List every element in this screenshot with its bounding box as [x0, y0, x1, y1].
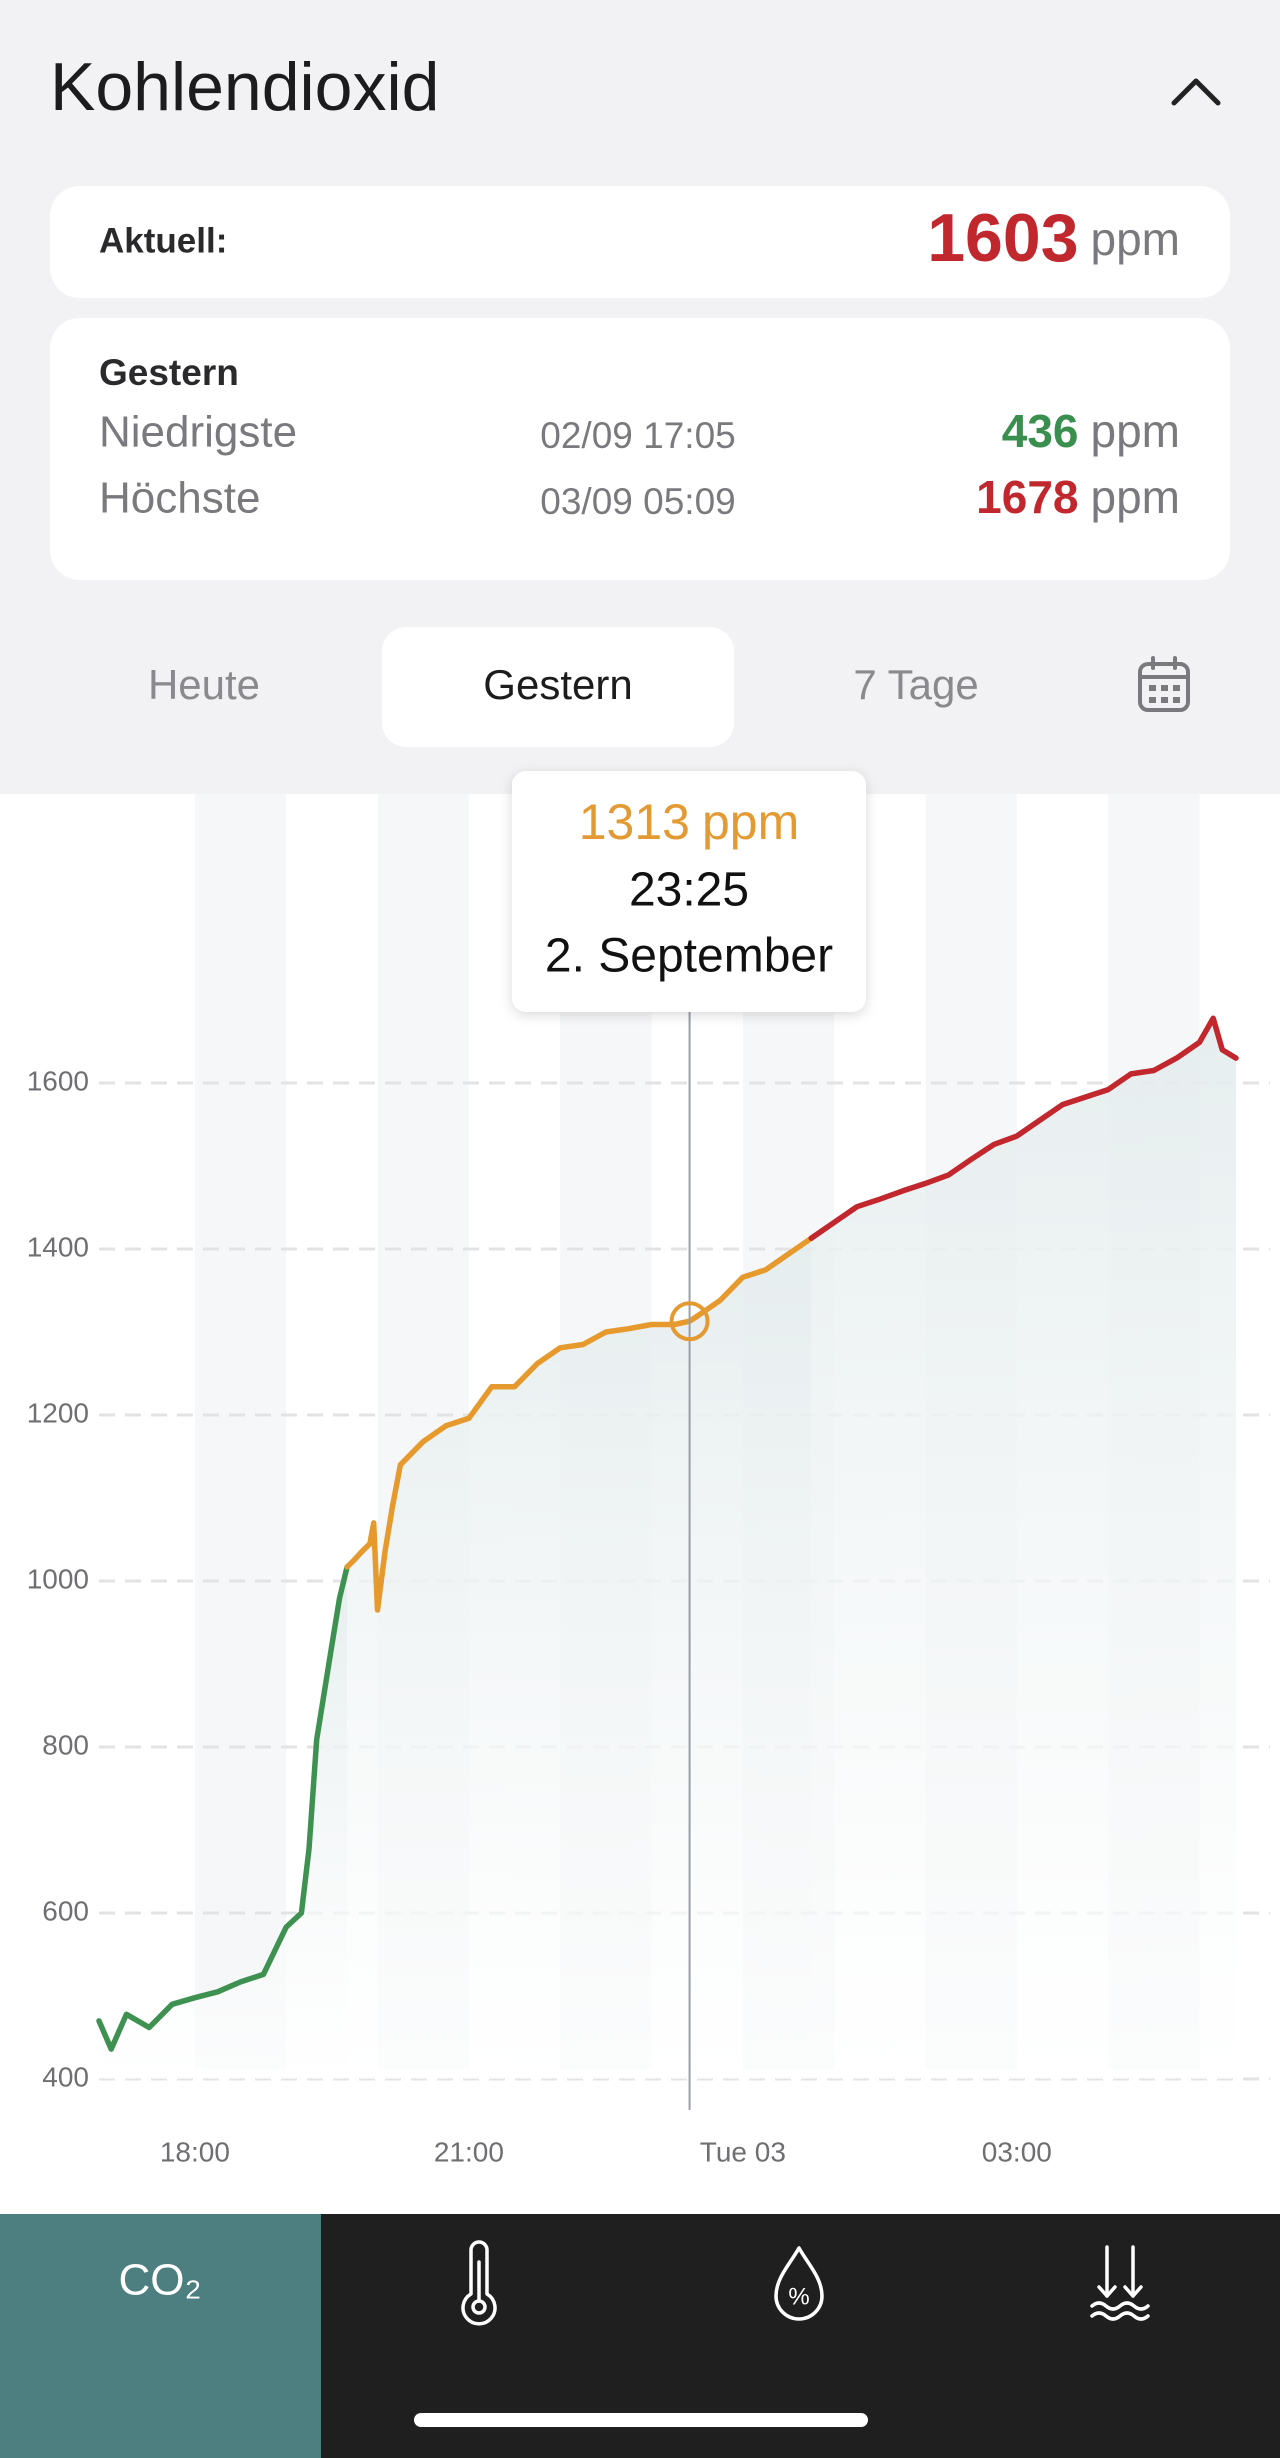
row-reading: 1678 ppm: [976, 471, 1180, 523]
collapse-chevron[interactable]: [1171, 78, 1221, 106]
tab[interactable]: 7 Tage: [853, 661, 978, 708]
nav-temperature[interactable]: [461, 2240, 497, 2326]
y-tick-label: 1000: [27, 1563, 89, 1594]
nav-co2-label: CO₂: [118, 2256, 201, 2305]
hour-band: [194, 794, 287, 2069]
tooltip-time: 23:25: [629, 864, 749, 917]
x-tick-label: Tue 03: [700, 2136, 786, 2167]
y-tick-label: 600: [42, 1895, 89, 1926]
current-card: [50, 186, 1230, 298]
tooltip-date: 2. September: [545, 930, 833, 983]
area: [811, 1018, 1236, 2079]
tooltip-box: [512, 771, 866, 1012]
home-indicator: [414, 2413, 868, 2427]
tooltip-unit: ppm: [702, 794, 799, 850]
line: [344, 1235, 815, 1613]
tooltip-value: 1313: [579, 794, 690, 850]
current-unit: ppm: [1091, 213, 1180, 265]
row-time: 02/09 17:05: [540, 415, 735, 456]
svg-text:%: %: [788, 2283, 809, 2310]
nav-co2-active: [0, 2214, 321, 2458]
row-time: 03/09 05:09: [540, 481, 735, 522]
row-reading: 436 ppm: [1002, 405, 1180, 457]
y-tick-label: 400: [42, 2061, 89, 2092]
tooltip-marker: [669, 1301, 710, 1342]
nav-humidity[interactable]: %: [774, 2246, 824, 2321]
current-label: Aktuell:: [99, 221, 227, 260]
row-unit: ppm: [1091, 471, 1180, 523]
row-label: Höchste: [99, 474, 260, 523]
x-tick-label: 21:00: [434, 2136, 504, 2167]
nav-pressure[interactable]: [1090, 2245, 1150, 2321]
row-value: 436: [1002, 405, 1079, 457]
nav-co2[interactable]: CO₂: [0, 2214, 321, 2458]
area: [99, 1566, 348, 2079]
x-tick-label: 18:00: [160, 2136, 230, 2167]
y-tick-label: 800: [42, 1729, 89, 1760]
current-reading: 1603 ppm: [927, 200, 1180, 276]
line: [96, 1564, 350, 2052]
range-tabs: Heute Gestern 7 Tage: [148, 627, 979, 747]
yesterday-card: [50, 318, 1230, 580]
x-tick-label: 03:00: [982, 2136, 1052, 2167]
tooltip-reading: 1313 ppm: [579, 794, 800, 850]
co2-chart: 400 600 800 1000 1200 1400 1600 18:00 21:00 Tue 0…: [27, 794, 1270, 2167]
row-value: 1678: [976, 471, 1078, 523]
tab-selected-pill[interactable]: [382, 627, 734, 747]
line: [808, 1015, 1239, 1241]
calendar-button[interactable]: [1138, 656, 1190, 712]
row-label: Niedrigste: [99, 408, 297, 457]
tooltip: 1313 ppm 23:25 2. September: [512, 771, 866, 1012]
y-tick-label: 1400: [27, 1231, 89, 1262]
tab-selected[interactable]: Gestern: [483, 661, 632, 708]
current-value: 1603: [927, 200, 1078, 276]
row-unit: ppm: [1091, 405, 1180, 457]
y-tick-label: 1200: [27, 1397, 89, 1428]
page-title: Kohlendioxid: [50, 49, 439, 125]
tab[interactable]: Heute: [148, 661, 260, 708]
yesterday-title: Gestern: [99, 352, 239, 393]
y-tick-label: 1600: [27, 1065, 89, 1096]
area: [347, 1238, 812, 2079]
